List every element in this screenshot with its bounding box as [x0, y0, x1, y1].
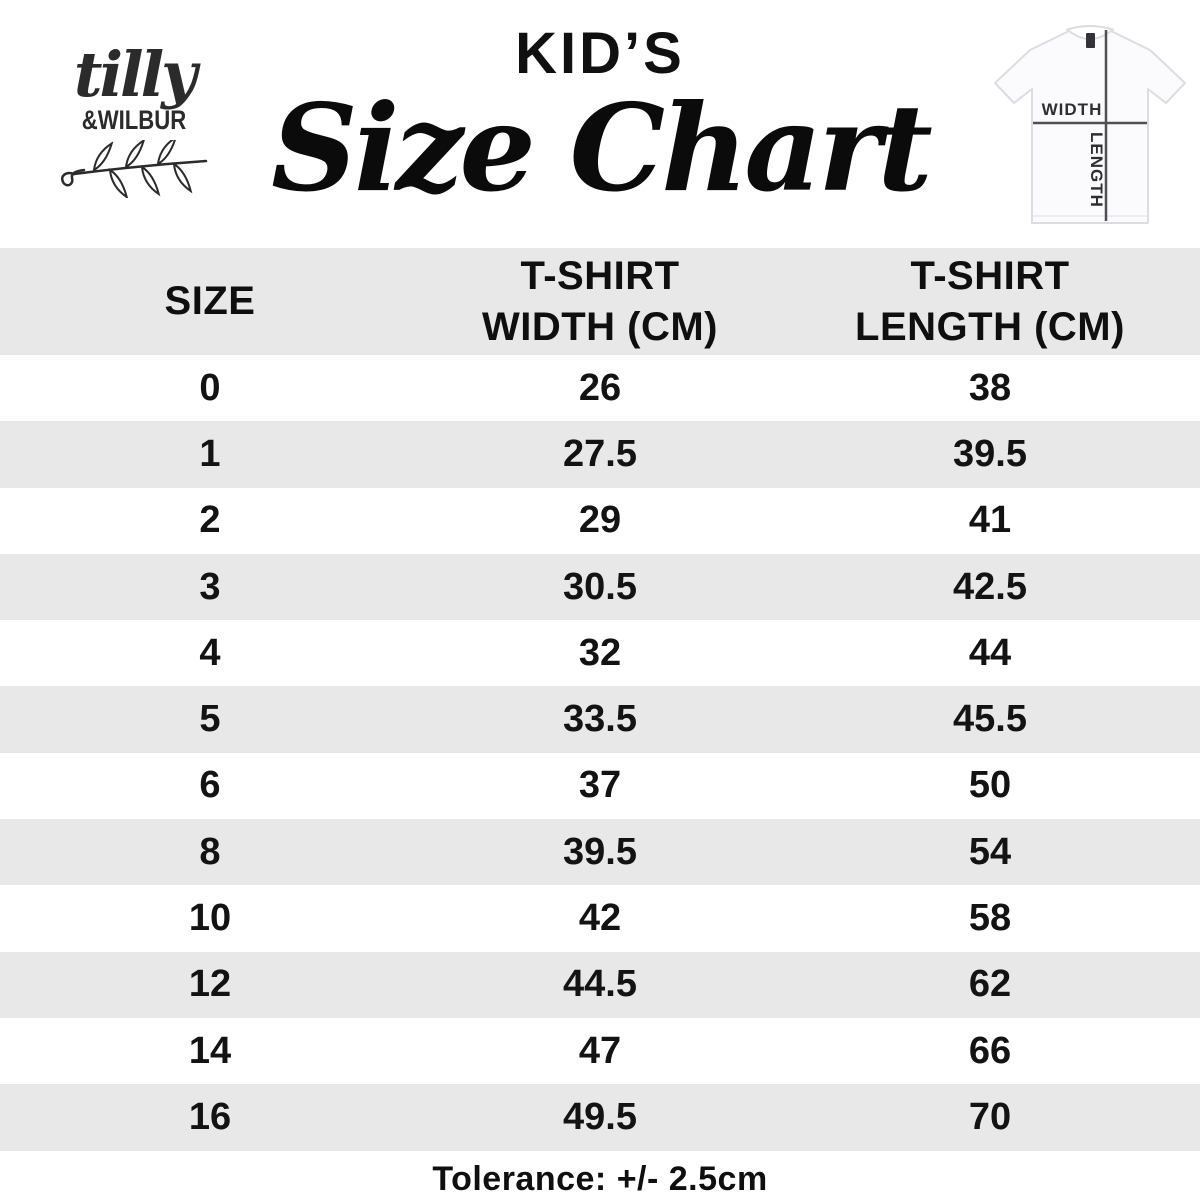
- column-header-size: SIZE: [164, 279, 256, 323]
- size-cell: 16: [188, 1095, 232, 1138]
- laurel-branch-icon: [61, 139, 208, 198]
- length-label: LENGTH: [1087, 132, 1106, 208]
- table-row-size-5: 5 33.5 45.5: [0, 686, 1200, 753]
- table-row-size-16: 16 49.5 70: [0, 1084, 1200, 1151]
- tshirt-collar: [1065, 25, 1115, 31]
- length-cell: 58: [968, 897, 1012, 940]
- tshirt-body: [994, 30, 1186, 224]
- width-cell: 33.5: [563, 698, 637, 741]
- table-row-size-12: 12 44.5 62: [0, 951, 1200, 1018]
- table-row-size-10: 10 42 58: [0, 885, 1200, 951]
- size-cell: 6: [199, 764, 221, 807]
- size-cell: 12: [188, 963, 232, 1006]
- table-row-size-14: 14 47 66: [0, 1018, 1200, 1084]
- table-row-size-2: 2 29 41: [0, 488, 1200, 554]
- width-cell: 26: [578, 366, 622, 409]
- title-block: KID’S Size Chart: [230, 0, 970, 209]
- tshirt-icon: WIDTH LENGTH: [994, 25, 1186, 224]
- title-kicker: KID’S: [515, 21, 685, 86]
- table-row-size-3: 3 30.5 42.5: [0, 553, 1200, 621]
- size-cell: 2: [199, 499, 221, 542]
- tshirt-diagram: WIDTH LENGTH: [990, 20, 1190, 239]
- column-header-width: T-SHIRT WIDTH (CM): [481, 253, 719, 349]
- page-header: tilly &WILBUR KID’S: [0, 0, 1200, 248]
- length-cell: 39.5: [953, 432, 1027, 475]
- width-cell: 27.5: [563, 432, 637, 475]
- table-row-size-4: 4 32 44: [0, 620, 1200, 686]
- length-cell: 70: [968, 1095, 1012, 1138]
- size-table-header: SIZE T-SHIRT WIDTH (CM) T-SHIRT LENGTH (…: [0, 248, 1200, 355]
- size-cell: 5: [199, 698, 221, 741]
- width-label: WIDTH: [1042, 100, 1103, 119]
- width-cell: 29: [578, 499, 622, 542]
- table-row-size-1: 1 27.5 39.5: [0, 421, 1200, 488]
- width-cell: 49.5: [563, 1095, 637, 1138]
- size-table: SIZE T-SHIRT WIDTH (CM) T-SHIRT LENGTH (…: [0, 248, 1200, 1151]
- size-cell: 1: [199, 432, 221, 475]
- size-cell: 8: [199, 830, 221, 873]
- length-cell: 66: [968, 1029, 1012, 1072]
- length-cell: 45.5: [953, 698, 1027, 741]
- size-cell: 0: [199, 366, 221, 409]
- column-header-length: T-SHIRT LENGTH (CM): [855, 253, 1125, 349]
- table-row-size-0: 0 26 38: [0, 355, 1200, 421]
- tolerance-note: Tolerance: +/- 2.5cm: [432, 1159, 768, 1198]
- length-cell: 42.5: [953, 565, 1027, 608]
- length-cell: 62: [968, 963, 1012, 1006]
- neck-tag: [1086, 33, 1095, 48]
- length-cell: 44: [968, 631, 1012, 674]
- width-cell: 47: [578, 1029, 622, 1072]
- size-cell: 10: [188, 897, 232, 940]
- table-row-size-6: 6 37 50: [0, 753, 1200, 819]
- page-title: Size Chart: [271, 78, 933, 219]
- length-cell: 38: [968, 366, 1012, 409]
- brand-logo: tilly &WILBUR: [44, 38, 224, 198]
- width-cell: 39.5: [563, 830, 637, 873]
- width-cell: 44.5: [563, 963, 637, 1006]
- width-cell: 37: [578, 764, 622, 807]
- brand-name-script: tilly: [73, 38, 197, 111]
- length-cell: 54: [968, 830, 1012, 873]
- length-cell: 41: [968, 499, 1012, 542]
- width-cell: 30.5: [563, 565, 637, 608]
- brand-name-caps: &WILBUR: [81, 104, 187, 135]
- table-row-size-8: 8 39.5 54: [0, 819, 1200, 886]
- width-cell: 42: [578, 897, 622, 940]
- length-cell: 50: [968, 764, 1012, 807]
- size-table-body: 0 26 38 1 27.5 39.5 2 29 41 3 30.5 42.5 4 32 44 5 33.5 45…: [0, 355, 1200, 1151]
- size-cell: 4: [199, 631, 221, 674]
- width-cell: 32: [578, 631, 622, 674]
- size-cell: 3: [199, 565, 221, 608]
- size-cell: 14: [188, 1029, 232, 1072]
